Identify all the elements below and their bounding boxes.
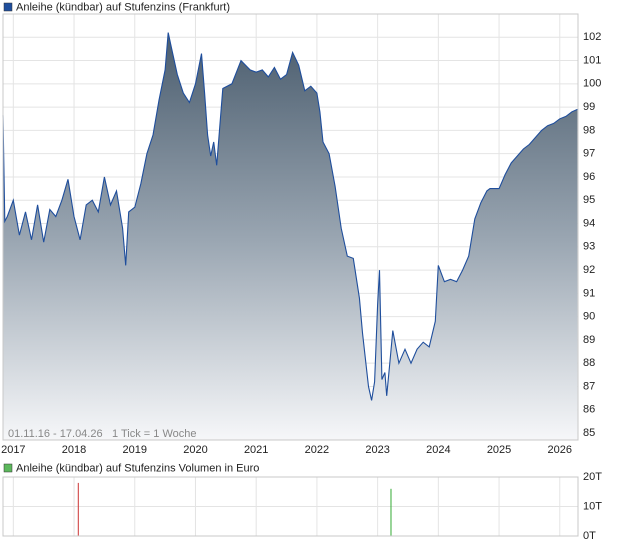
y-tick-label: 10T — [583, 500, 602, 512]
y-tick-label: 85 — [583, 427, 595, 439]
y-tick-label: 96 — [583, 171, 595, 183]
x-tick-label: 2020 — [183, 444, 207, 456]
chart-title: Anleihe (kündbar) auf Stufenzins Volumen… — [16, 462, 259, 474]
y-tick-label: 0T — [583, 530, 596, 542]
x-tick-label: 2022 — [305, 444, 329, 456]
y-tick-label: 94 — [583, 217, 595, 229]
y-tick-label: 93 — [583, 241, 595, 253]
x-tick-label: 2025 — [487, 444, 511, 456]
x-tick-label: 2017 — [1, 444, 25, 456]
y-tick-label: 86 — [583, 404, 595, 416]
x-tick-label: 2024 — [426, 444, 450, 456]
x-tick-label: 2023 — [365, 444, 389, 456]
legend-swatch — [3, 463, 13, 473]
y-tick-label: 20T — [583, 471, 602, 483]
legend-swatch — [3, 2, 13, 12]
volume-bar — [390, 488, 392, 536]
price-line — [2, 32, 578, 401]
y-tick-label: 88 — [583, 357, 595, 369]
chart-title: Anleihe (kündbar) auf Stufenzins (Frankf… — [16, 1, 230, 13]
y-tick-label: 97 — [583, 148, 595, 160]
x-tick-label: 2019 — [123, 444, 147, 456]
plot-frame — [2, 476, 579, 537]
y-tick-label: 98 — [583, 124, 595, 136]
tick-note: 1 Tick = 1 Woche — [112, 428, 196, 440]
x-tick-label: 2018 — [62, 444, 86, 456]
y-tick-label: 102 — [583, 31, 601, 43]
y-tick-label: 87 — [583, 380, 595, 392]
plot-frame — [2, 13, 579, 441]
x-tick-label: 2021 — [244, 444, 268, 456]
volume-bar — [77, 482, 79, 536]
y-tick-label: 95 — [583, 194, 595, 206]
y-tick-label: 101 — [583, 54, 601, 66]
date-range: 01.11.16 - 17.04.26 — [8, 428, 103, 440]
x-tick-label: 2026 — [548, 444, 572, 456]
y-tick-label: 100 — [583, 78, 601, 90]
area-fill — [3, 32, 578, 440]
y-tick-label: 90 — [583, 311, 595, 323]
y-tick-label: 99 — [583, 101, 595, 113]
y-tick-label: 89 — [583, 334, 595, 346]
y-tick-label: 91 — [583, 287, 595, 299]
y-tick-label: 92 — [583, 264, 595, 276]
